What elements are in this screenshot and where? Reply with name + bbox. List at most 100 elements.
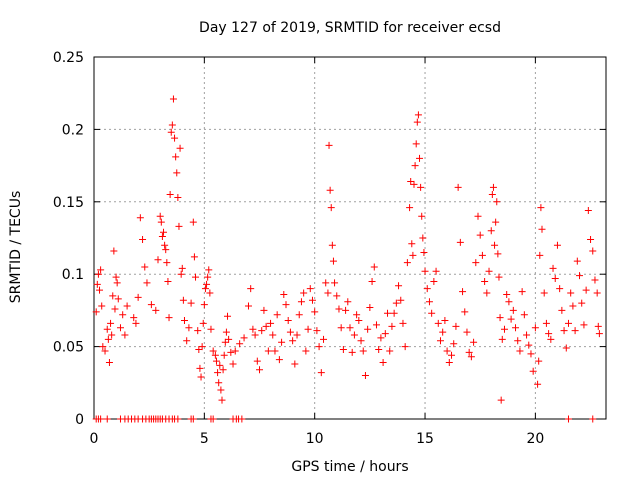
data-point (470, 338, 478, 346)
x-axis-label: GPS time / hours (291, 459, 408, 475)
data-point (97, 415, 105, 423)
data-point (589, 247, 597, 255)
data-point (481, 277, 489, 285)
data-point (461, 308, 469, 316)
y-tick-label: 0.25 (53, 50, 84, 66)
data-point (450, 340, 458, 348)
data-point (346, 324, 354, 332)
data-point (200, 301, 208, 309)
data-point (576, 272, 584, 280)
data-point (505, 298, 513, 306)
data-point (342, 306, 350, 314)
data-point (214, 369, 222, 377)
data-point (335, 305, 343, 313)
data-point (278, 338, 286, 346)
data-point (166, 191, 174, 199)
data-point (472, 259, 480, 267)
data-point (399, 319, 407, 327)
data-point (194, 327, 202, 335)
data-point (491, 241, 499, 249)
data-point (456, 238, 464, 246)
data-point (229, 360, 237, 368)
data-point (428, 309, 436, 317)
data-point (282, 301, 290, 309)
data-point (177, 270, 185, 278)
data-point (573, 257, 581, 265)
data-point (375, 345, 383, 353)
data-point (333, 292, 341, 300)
data-point (540, 289, 548, 297)
data-point (445, 359, 453, 367)
data-point (322, 279, 330, 287)
data-point (198, 343, 206, 351)
data-point (168, 121, 176, 129)
data-point (392, 299, 400, 307)
data-point (173, 169, 181, 177)
data-point (350, 331, 358, 339)
data-point (92, 308, 100, 316)
data-point (497, 396, 505, 404)
data-point (94, 270, 102, 278)
data-point (134, 293, 142, 301)
data-point (474, 212, 482, 220)
data-point (98, 302, 106, 310)
data-point (220, 351, 228, 359)
data-point (302, 347, 310, 355)
data-point (141, 263, 149, 271)
data-point (286, 328, 294, 336)
data-point (110, 247, 118, 255)
axis-ticks: 0 5 10 15 20 0 0.05 0.1 0.15 0.2 0.25 (53, 50, 606, 447)
data-point (108, 331, 116, 339)
data-point (320, 335, 328, 343)
data-point (370, 263, 378, 271)
data-point (326, 186, 334, 194)
data-point (136, 214, 144, 222)
data-point (203, 280, 211, 288)
data-point (249, 325, 257, 333)
data-point (160, 228, 168, 236)
data-point (273, 311, 281, 319)
data-point (300, 289, 308, 297)
data-point (488, 191, 496, 199)
data-point (560, 327, 568, 335)
data-point (489, 183, 497, 191)
data-point (492, 218, 500, 226)
data-point (211, 351, 219, 359)
data-point (448, 351, 456, 359)
data-point (353, 311, 361, 319)
data-point (175, 222, 183, 230)
data-point (269, 331, 277, 339)
data-point (547, 335, 555, 343)
data-point (206, 289, 214, 297)
data-point (212, 357, 220, 365)
data-point (328, 241, 336, 249)
data-point (487, 227, 495, 235)
data-point (366, 304, 374, 312)
data-point (104, 335, 112, 343)
data-point (556, 285, 564, 293)
data-point (498, 335, 506, 343)
data-point (163, 259, 171, 267)
data-point (412, 140, 420, 148)
data-point (169, 95, 177, 103)
data-point (147, 301, 155, 309)
data-point (529, 367, 537, 375)
data-point (225, 335, 233, 343)
data-point (594, 322, 602, 330)
data-point (520, 311, 528, 319)
data-point (121, 331, 129, 339)
y-tick-label: 0 (75, 412, 84, 428)
data-point (244, 302, 252, 310)
data-point (578, 299, 586, 307)
data-point (291, 360, 299, 368)
data-point (476, 231, 484, 239)
data-point (293, 331, 301, 339)
data-point (132, 319, 140, 327)
data-point (253, 357, 261, 365)
y-tick-label: 0.05 (53, 340, 84, 356)
data-point (549, 264, 557, 272)
data-point (414, 111, 422, 119)
data-point (516, 347, 524, 355)
data-point (329, 257, 337, 265)
data-point (280, 290, 288, 298)
